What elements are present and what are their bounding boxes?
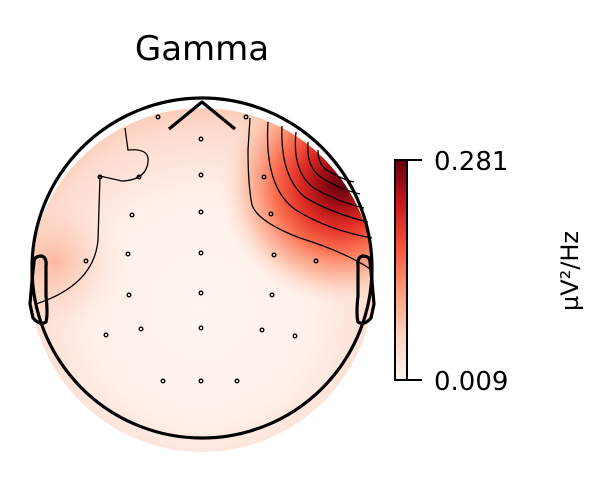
colorbar-min-label: 0.009	[434, 367, 508, 397]
colorbar-frame	[394, 159, 408, 381]
left-ear-icon	[28, 254, 49, 325]
sensor-marker	[198, 290, 204, 296]
sensor-marker	[198, 325, 204, 331]
sensor-marker	[126, 292, 132, 298]
sensor-marker	[198, 209, 204, 215]
sensor-marker	[155, 114, 161, 120]
sensor-marker	[268, 211, 274, 217]
sensor-markers	[83, 114, 319, 384]
sensor-marker	[261, 174, 267, 180]
contour-lines	[35, 117, 373, 305]
sensor-marker	[97, 174, 103, 180]
sensor-marker	[234, 378, 240, 384]
sensor-marker	[198, 136, 204, 142]
sensor-marker	[129, 212, 135, 218]
colorbar-max-label: 0.281	[434, 147, 508, 177]
sensor-marker	[136, 174, 142, 180]
sensor-marker	[83, 258, 89, 264]
sensor-marker	[259, 327, 265, 333]
sensor-marker	[198, 172, 204, 178]
sensor-marker	[160, 378, 166, 384]
colorbar-unit-label: µV²/Hz	[556, 231, 584, 311]
plot-title: Gamma	[135, 29, 269, 69]
sensor-marker	[292, 333, 298, 339]
colorbar-gradient	[395, 160, 407, 380]
sensor-marker	[125, 251, 131, 257]
colorbar: 0.281 0.009 µV²/Hz	[394, 147, 584, 397]
nose-icon	[167, 100, 237, 131]
sensor-marker	[103, 332, 109, 338]
sensor-marker	[198, 378, 204, 384]
sensor-marker	[198, 250, 204, 256]
sensor-marker	[271, 252, 277, 258]
sensor-marker	[269, 292, 275, 298]
head-outline	[28, 96, 376, 440]
right-ear-icon	[355, 254, 376, 325]
sensor-marker	[313, 258, 319, 264]
sensor-marker	[243, 114, 249, 120]
sensor-marker	[138, 326, 144, 332]
